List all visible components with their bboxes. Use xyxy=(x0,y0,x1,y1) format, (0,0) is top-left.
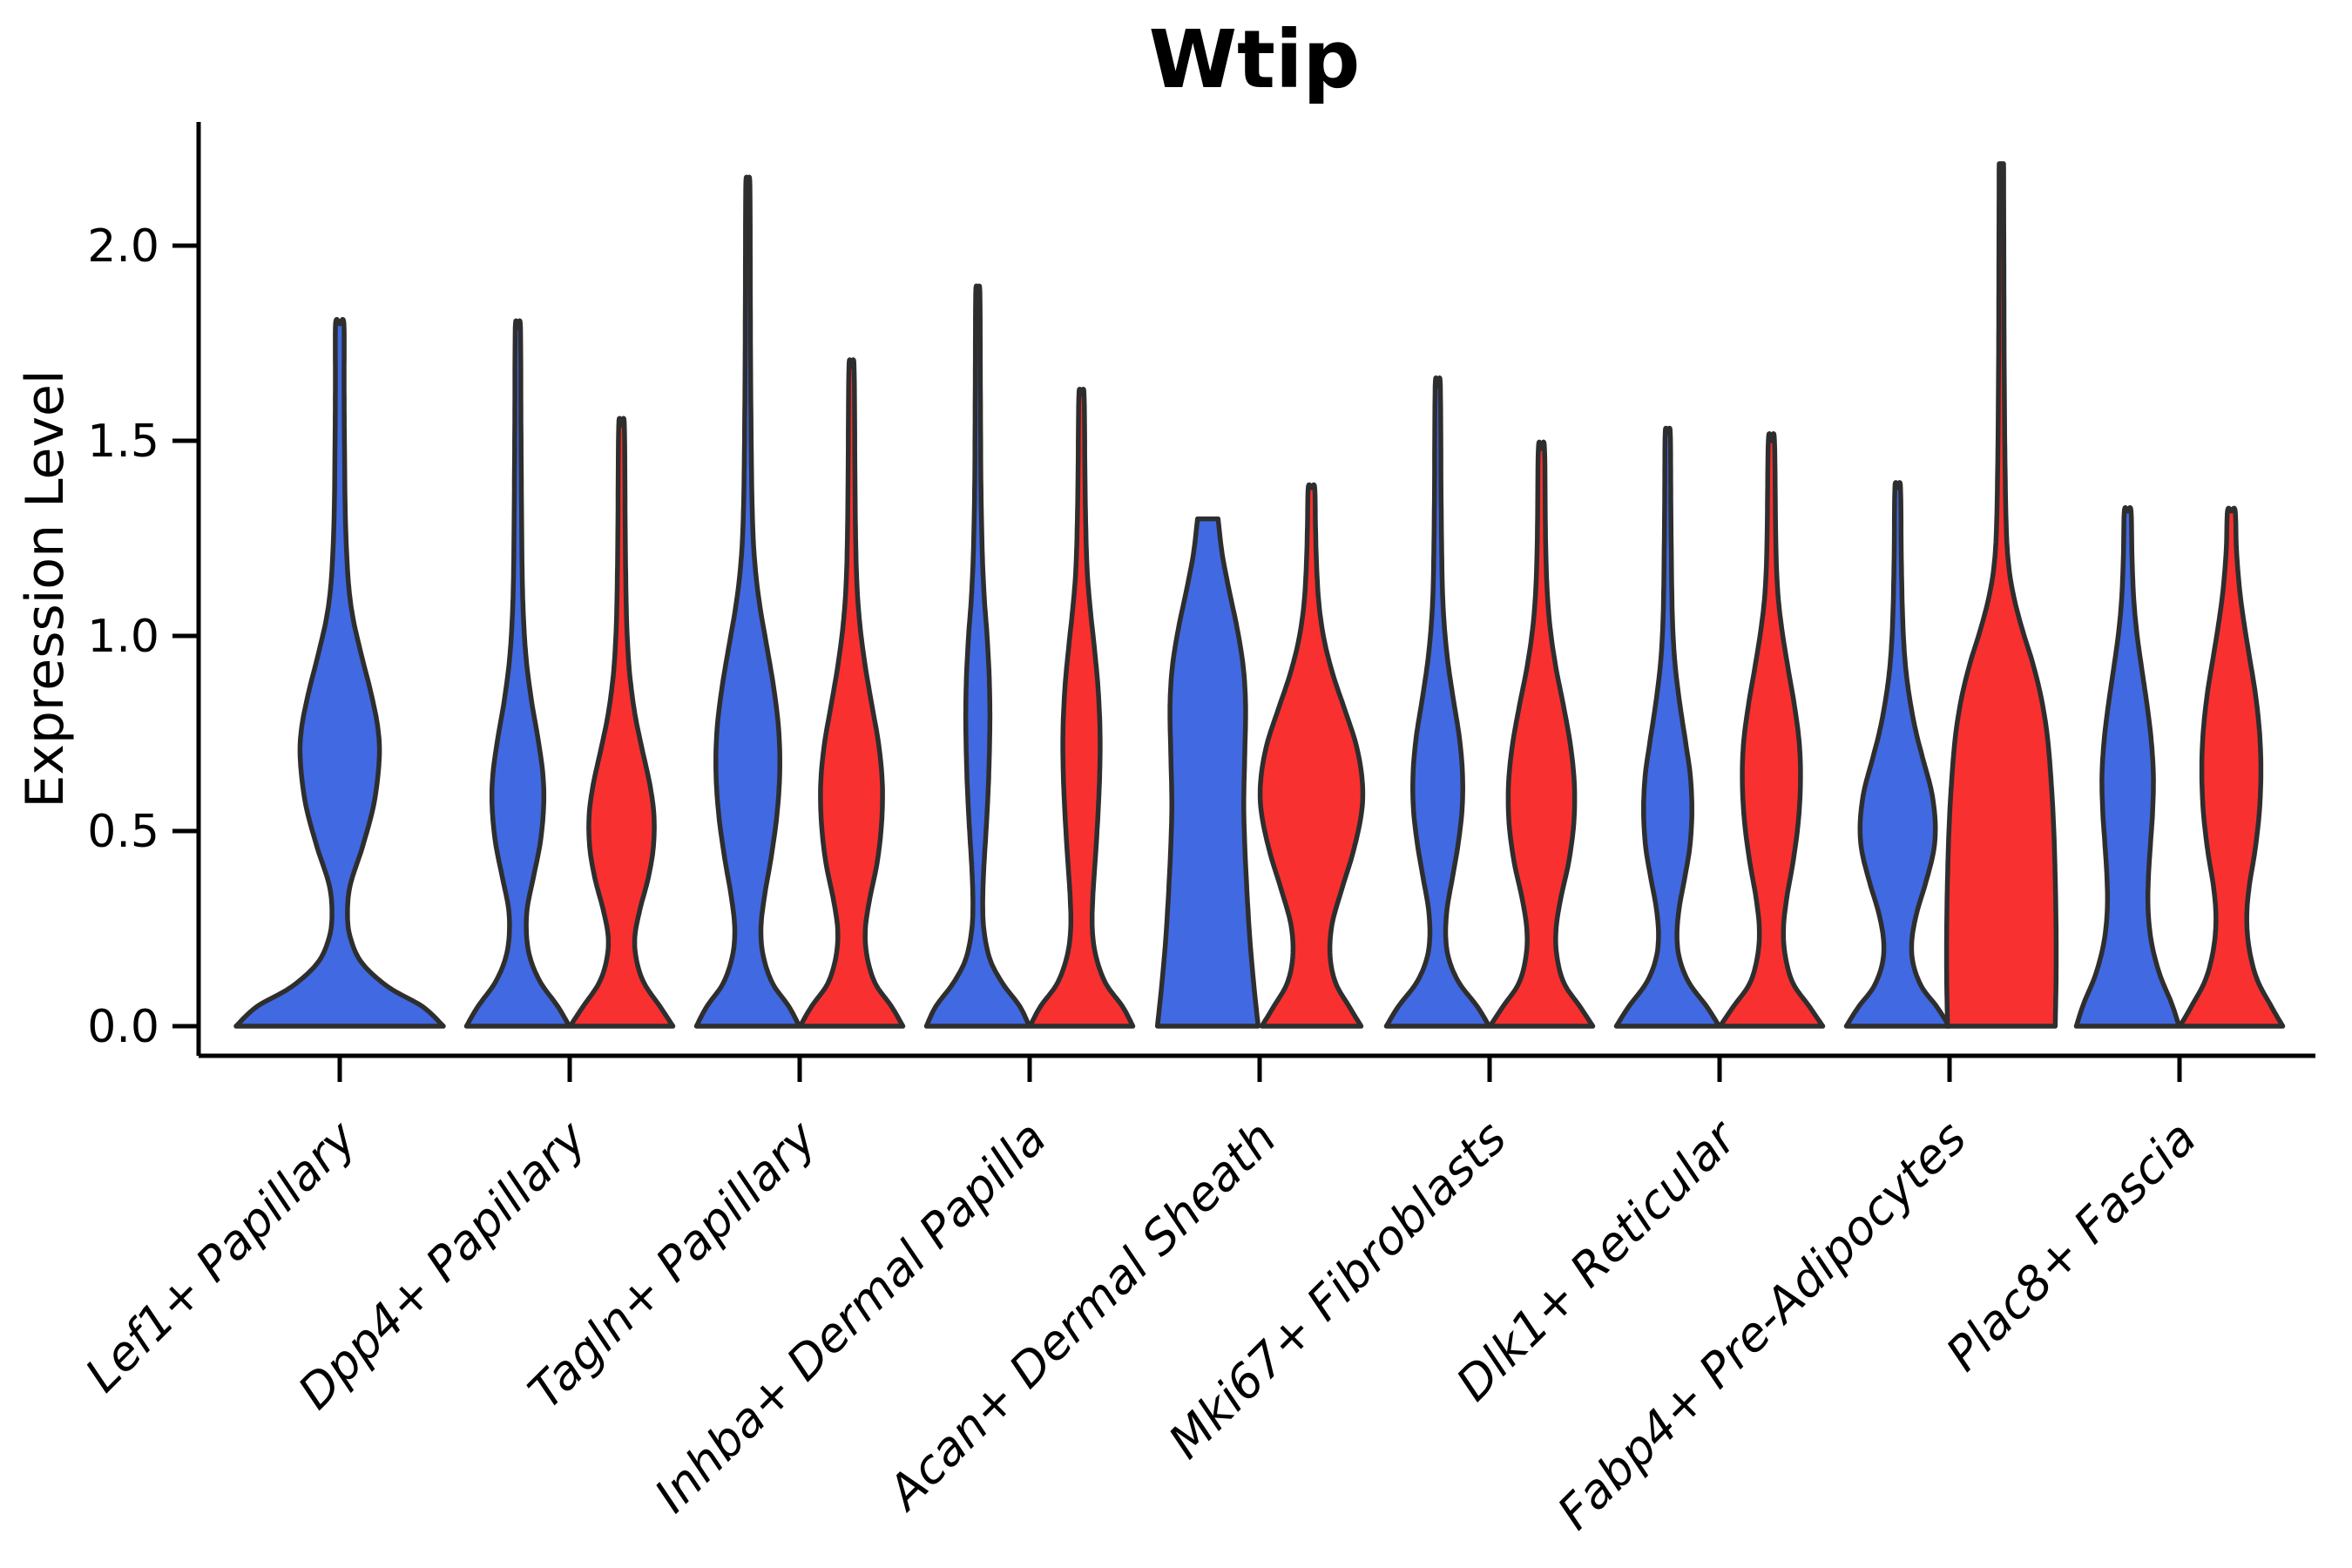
y-tick-label-0.5: 0.5 xyxy=(87,806,159,858)
axes xyxy=(172,122,2315,1082)
violin-mki67-fibroblasts-blue xyxy=(1383,375,1492,1029)
violin-mki67-fibroblasts-red xyxy=(1487,439,1596,1029)
y-tick-label-2.0: 2.0 xyxy=(87,220,159,273)
y-tick-label-0.0: 0.0 xyxy=(87,1001,159,1053)
violin-fabp4-pre-adipocytes-red xyxy=(1943,161,2059,1029)
y-tick-label-1.0: 1.0 xyxy=(87,611,159,663)
violins xyxy=(233,161,2286,1029)
violin-tagln-papillary-blue xyxy=(693,174,802,1029)
x-axis-label-fabp4-pre-adipocytes: Fabp4+ Pre-Adipocytes xyxy=(1547,1111,1977,1540)
violin-tagln-papillary-red xyxy=(797,357,906,1029)
y-axis-label: Expression Level xyxy=(15,369,76,808)
violin-dpp4-papillary-red xyxy=(567,416,676,1029)
x-axis-label-plac8-fascia: Plac8+ Fascia xyxy=(1936,1111,2207,1382)
violin-dlk1-reticular-red xyxy=(1717,431,1826,1029)
y-tick-label-1.5: 1.5 xyxy=(87,416,159,468)
x-axis-label-inhba-dermal-papilla: Inhba+ Dermal Papilla xyxy=(644,1111,1057,1524)
violin-inhba-dermal-papilla-red xyxy=(1027,386,1136,1029)
violin-plac8-fascia-blue xyxy=(2073,504,2182,1029)
violin-inhba-dermal-papilla-blue xyxy=(923,283,1032,1029)
violin-fabp4-pre-adipocytes-blue xyxy=(1843,480,1952,1029)
violin-dlk1-reticular-blue xyxy=(1613,425,1722,1029)
violin-acan-dermal-sheath-red xyxy=(1257,482,1366,1029)
violin-acan-dermal-sheath-blue xyxy=(1154,516,1261,1029)
chart-title: Wtip xyxy=(1149,13,1361,106)
violin-dpp4-papillary-blue xyxy=(463,318,572,1029)
x-axis-label-acan-dermal-sheath: Acan+ Dermal Sheath xyxy=(875,1111,1287,1522)
violin-lef1-papillary-blue xyxy=(233,316,446,1029)
violin-plac8-fascia-red xyxy=(2177,505,2286,1029)
